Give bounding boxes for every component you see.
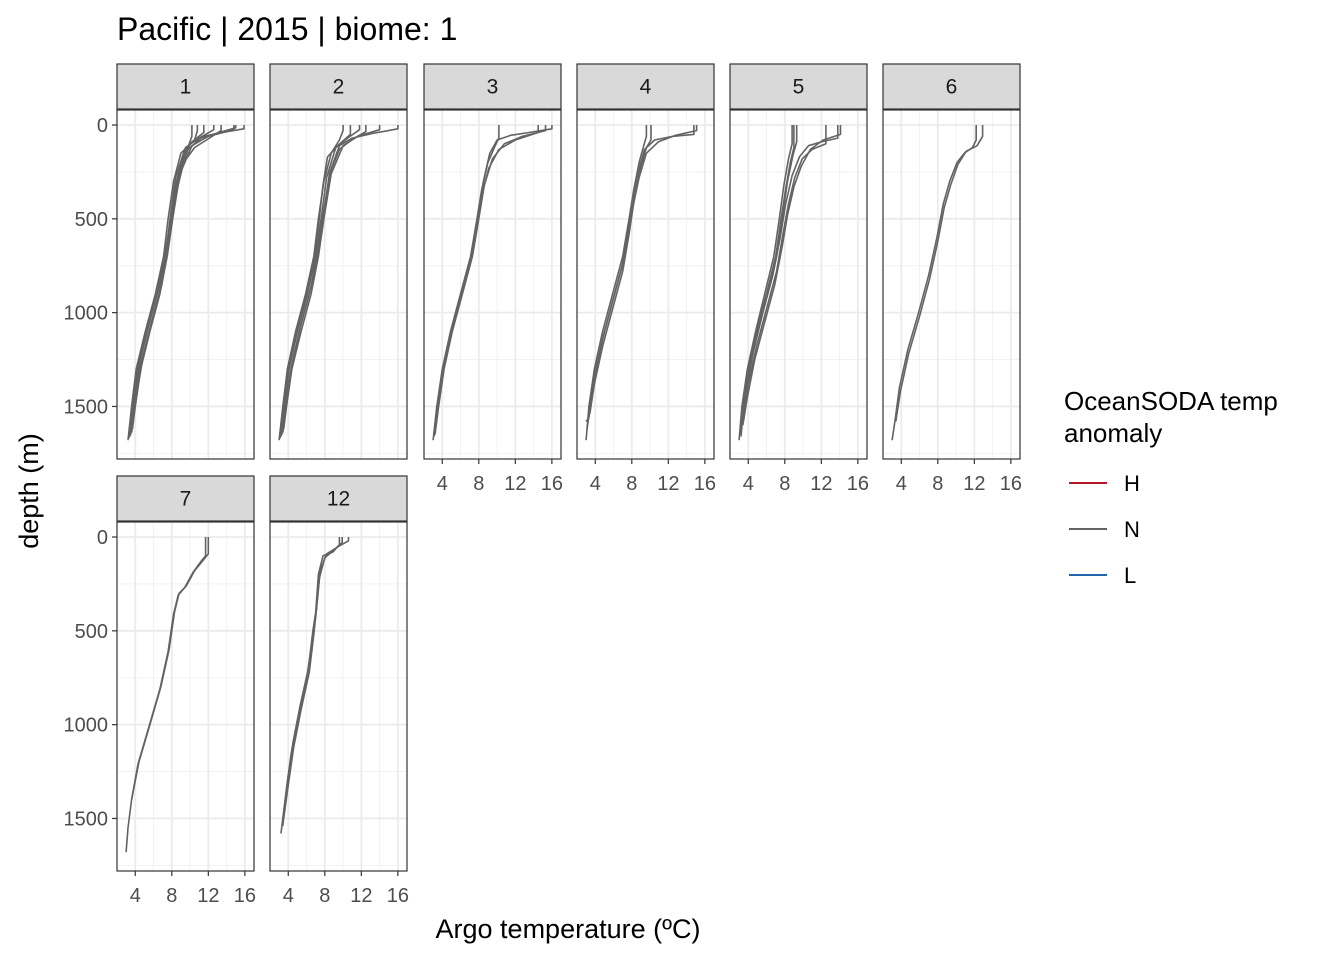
x-tick-label: 8	[166, 885, 177, 907]
facet-strip	[576, 63, 715, 110]
panel-background	[270, 522, 407, 871]
profile-line-4	[589, 125, 698, 415]
profile-line-8	[129, 125, 237, 437]
facet-strip	[882, 63, 1021, 110]
facet-strip-label: 12	[327, 488, 350, 511]
x-tick-label: 12	[504, 473, 526, 495]
x-tick-label: 16	[847, 473, 869, 495]
facet-panel-4: 4 4 8 12 16	[576, 63, 716, 495]
x-tick-label: 4	[590, 473, 601, 495]
profile-line-4	[742, 125, 842, 426]
facet-panel-2: 2	[269, 63, 408, 460]
profile-line-2	[280, 125, 361, 437]
profile-line-6	[282, 125, 367, 430]
x-tick-label: 8	[319, 885, 330, 907]
facet-strip-label: 4	[640, 76, 652, 99]
facet-panel-1: 1 0 500 1000 1500	[64, 63, 255, 460]
profile-line-4	[433, 125, 539, 433]
y-tick-label: 1000	[64, 303, 109, 325]
x-tick-label: 4	[896, 473, 907, 495]
facet-strip	[729, 63, 868, 110]
panel-border	[116, 521, 255, 872]
profile-line-6	[742, 125, 827, 418]
panel-background	[424, 110, 561, 459]
facet-panel-7: 7 0 500 1000 1500 4 8 12 16	[64, 475, 256, 907]
profile-line-3	[434, 125, 547, 435]
facet-strip-label: 5	[793, 76, 805, 99]
panel-background	[117, 110, 254, 459]
panel-background	[117, 522, 254, 871]
panel-background	[883, 110, 1020, 459]
y-tick-label: 1000	[64, 715, 109, 737]
x-tick-label: 16	[387, 885, 409, 907]
panel-background	[577, 110, 714, 459]
x-tick-label: 16	[234, 885, 256, 907]
profile-line-5	[739, 125, 795, 435]
x-tick-label: 8	[473, 473, 484, 495]
facet-panel-5: 5 4 8 12 16	[729, 63, 869, 495]
x-tick-label: 12	[963, 473, 985, 495]
profile-line-1	[278, 125, 344, 441]
panel-border	[729, 109, 868, 460]
legend-title-line-1: OceanSODA temp	[1064, 386, 1278, 416]
x-tick-label: 4	[437, 473, 448, 495]
facet-strip-label: 3	[487, 76, 499, 99]
facet-panel-12: 12 4 8 12 16	[269, 475, 409, 907]
x-tick-label: 8	[779, 473, 790, 495]
x-tick-label: 4	[283, 885, 294, 907]
x-axis-title: Argo temperature (ºC)	[436, 914, 701, 944]
y-tick-label: 500	[75, 209, 108, 231]
y-tick-label: 1500	[64, 396, 109, 418]
x-tick-label: 4	[743, 473, 754, 495]
panel-border	[116, 109, 255, 460]
x-tick-label: 8	[932, 473, 943, 495]
facet-strip	[423, 63, 562, 110]
facet-strip-label: 7	[180, 488, 192, 511]
legend-label-N: N	[1124, 517, 1140, 542]
y-tick-label: 1500	[64, 808, 109, 830]
y-tick-label: 0	[97, 527, 108, 549]
profile-line-5	[279, 125, 352, 439]
panel-border	[269, 109, 408, 460]
x-tick-label: 12	[197, 885, 219, 907]
profile-line-2	[895, 125, 984, 422]
facet-strip-label: 1	[180, 76, 192, 99]
facet-strip-label: 2	[333, 76, 345, 99]
chart-title: Pacific | 2015 | biome: 1	[117, 11, 457, 47]
legend: OceanSODA temp anomaly HNL	[1064, 386, 1278, 588]
profile-line-2	[130, 537, 207, 800]
x-tick-label: 16	[541, 473, 563, 495]
legend-label-L: L	[1124, 563, 1136, 588]
y-axis-title: depth (m)	[14, 433, 44, 549]
profile-line-1	[738, 125, 793, 441]
x-tick-label: 16	[1000, 473, 1022, 495]
facet-strip	[116, 63, 255, 110]
facet-panel-3: 3 4 8 12 16	[423, 63, 563, 495]
legend-label-H: H	[1124, 471, 1140, 496]
facet-panel-6: 6 4 8 12 16	[882, 63, 1022, 495]
x-tick-label: 4	[130, 885, 141, 907]
facet-strip	[269, 63, 408, 110]
panel-border	[576, 109, 715, 460]
x-tick-label: 12	[350, 885, 372, 907]
facet-strip-label: 6	[946, 76, 958, 99]
panel-border	[423, 109, 562, 460]
x-tick-label: 12	[657, 473, 679, 495]
profile-line-3	[282, 537, 343, 827]
y-tick-label: 0	[97, 115, 108, 137]
panel-background	[270, 110, 407, 459]
profile-line-1	[585, 125, 648, 441]
x-tick-label: 16	[694, 473, 716, 495]
facet-strip	[269, 475, 408, 522]
x-tick-label: 8	[626, 473, 637, 495]
legend-title-line-2: anomaly	[1064, 418, 1162, 448]
panel-border	[882, 109, 1021, 460]
y-tick-label: 500	[75, 621, 108, 643]
panel-border	[269, 521, 408, 872]
x-tick-label: 12	[810, 473, 832, 495]
facet-strip	[116, 475, 255, 522]
